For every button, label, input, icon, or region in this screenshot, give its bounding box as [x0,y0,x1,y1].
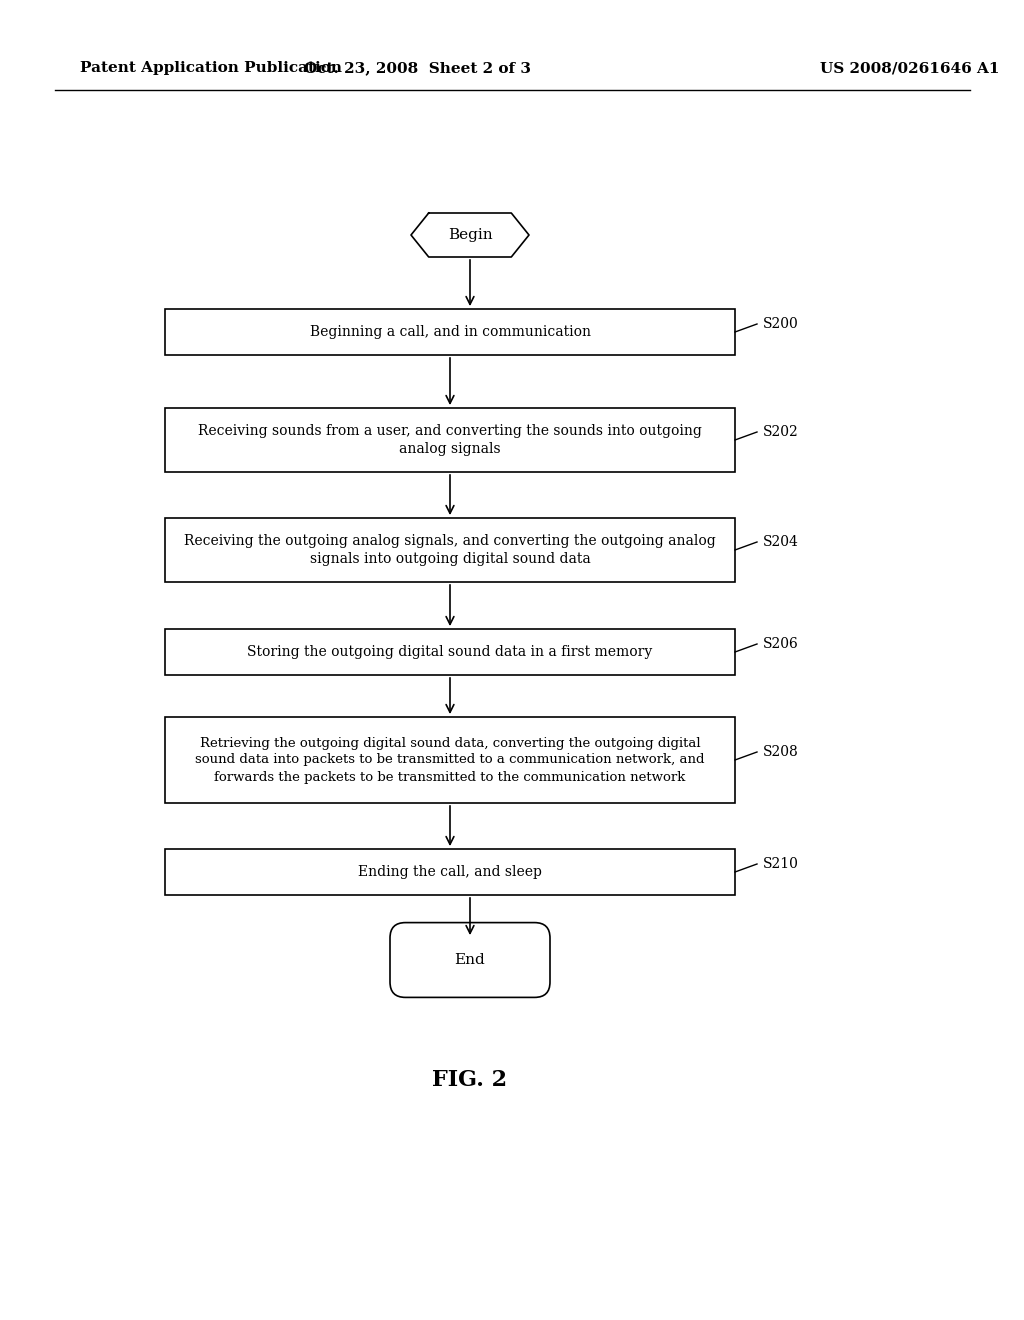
Text: Oct. 23, 2008  Sheet 2 of 3: Oct. 23, 2008 Sheet 2 of 3 [304,61,531,75]
Polygon shape [411,213,529,257]
Text: S206: S206 [763,638,799,651]
Text: Receiving the outgoing analog signals, and converting the outgoing analog
signal: Receiving the outgoing analog signals, a… [184,533,716,566]
Text: Begin: Begin [447,228,493,242]
Text: Ending the call, and sleep: Ending the call, and sleep [358,865,542,879]
FancyBboxPatch shape [165,309,735,355]
Text: S200: S200 [763,317,799,331]
Text: End: End [455,953,485,968]
Text: S210: S210 [763,857,799,871]
Text: Storing the outgoing digital sound data in a first memory: Storing the outgoing digital sound data … [248,645,652,659]
Text: Receiving sounds from a user, and converting the sounds into outgoing
analog sig: Receiving sounds from a user, and conver… [198,424,701,457]
FancyBboxPatch shape [165,630,735,675]
Text: S208: S208 [763,744,799,759]
Text: US 2008/0261646 A1: US 2008/0261646 A1 [820,61,999,75]
Text: S202: S202 [763,425,799,440]
FancyBboxPatch shape [165,408,735,473]
FancyBboxPatch shape [165,517,735,582]
FancyBboxPatch shape [390,923,550,998]
FancyBboxPatch shape [165,849,735,895]
Text: Patent Application Publication: Patent Application Publication [80,61,342,75]
Text: FIG. 2: FIG. 2 [432,1069,508,1092]
FancyBboxPatch shape [165,717,735,803]
Text: Beginning a call, and in communication: Beginning a call, and in communication [309,325,591,339]
Text: S204: S204 [763,535,799,549]
Text: Retrieving the outgoing digital sound data, converting the outgoing digital
soun: Retrieving the outgoing digital sound da… [196,737,705,784]
